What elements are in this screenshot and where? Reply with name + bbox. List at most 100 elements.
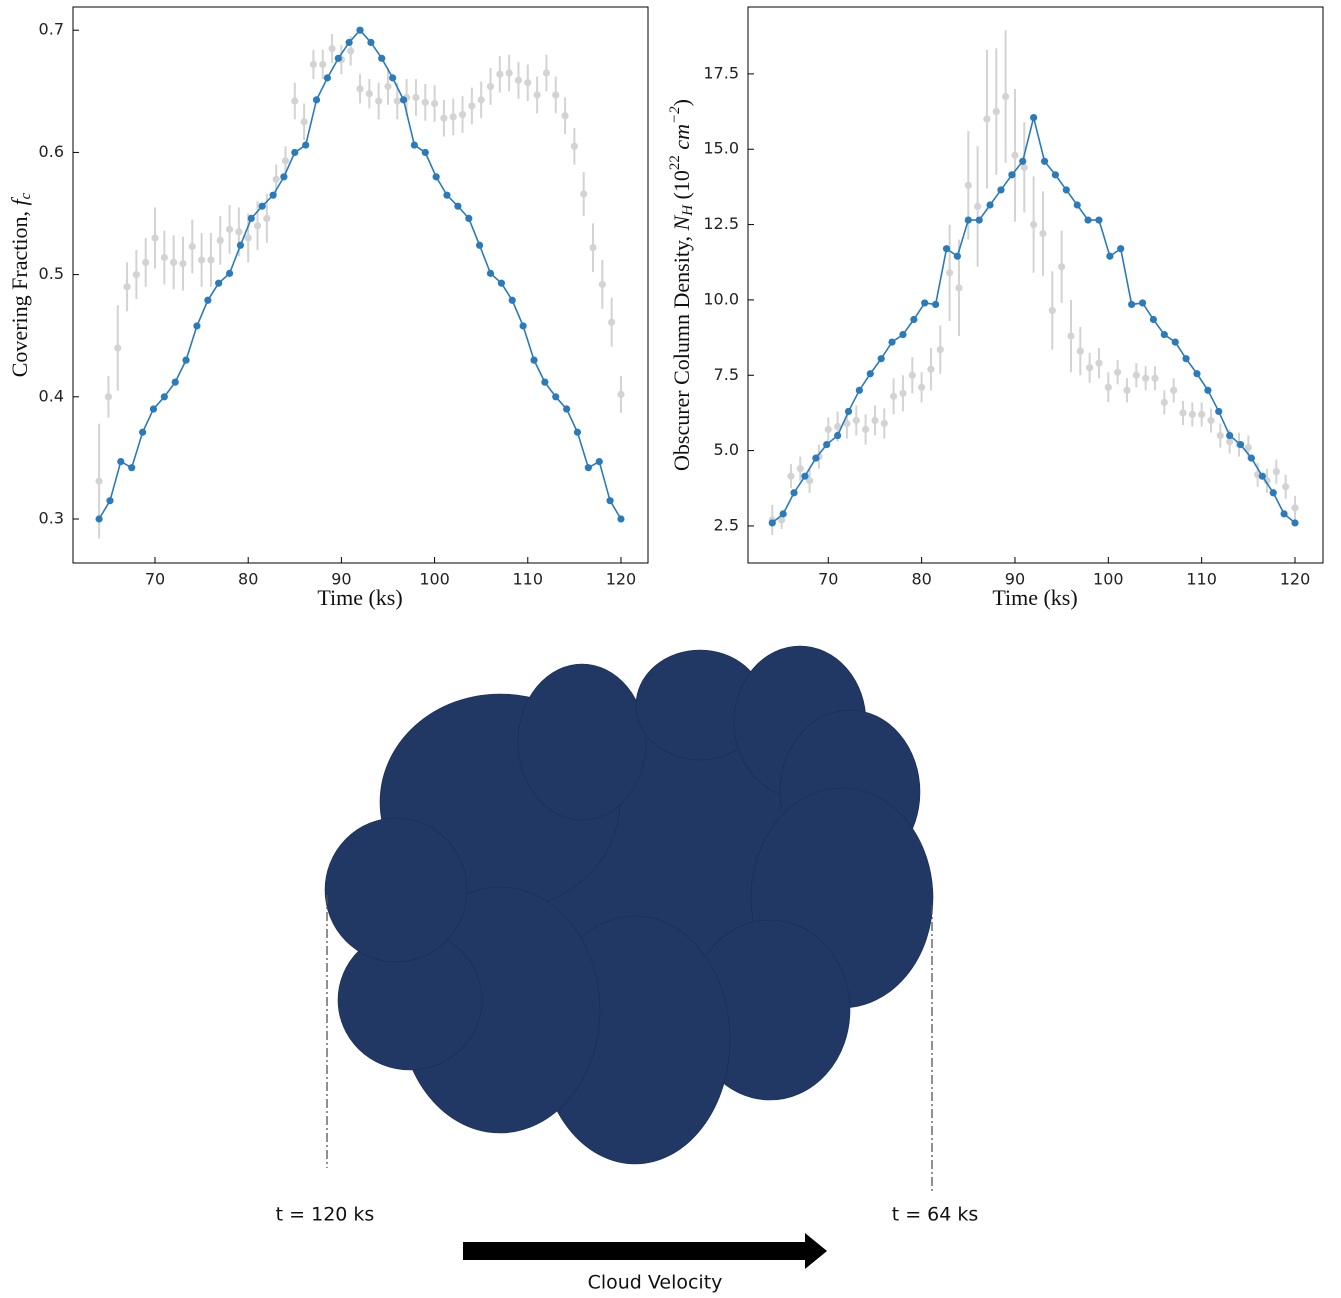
data-point — [468, 102, 476, 110]
model-point — [768, 519, 776, 527]
data-point — [580, 190, 588, 198]
data-point — [1142, 374, 1150, 382]
model-point — [106, 497, 114, 505]
data-point — [918, 383, 926, 391]
model-point — [1280, 510, 1288, 518]
data-point — [1198, 410, 1206, 419]
data-point — [207, 256, 215, 264]
data-point — [281, 157, 290, 165]
data-point — [936, 346, 944, 354]
data-point — [198, 256, 206, 264]
data-point — [505, 69, 513, 77]
data-point — [458, 110, 467, 119]
data-point — [983, 115, 991, 123]
x-axis-label: Time (ks) — [317, 585, 402, 610]
data-point — [834, 422, 842, 431]
y-label-superscript: −2 — [667, 106, 683, 124]
model-point — [182, 356, 190, 364]
model-point — [1062, 186, 1070, 194]
data-point — [104, 393, 113, 401]
y-tick-label: 2.5 — [714, 515, 739, 534]
model-point — [378, 54, 386, 62]
data-point — [927, 365, 935, 373]
data-point — [430, 99, 439, 108]
model-point — [204, 296, 212, 304]
plot-frame — [747, 6, 1324, 564]
data-point — [188, 242, 196, 251]
model-point — [573, 428, 582, 436]
data-point — [300, 118, 308, 126]
data-point — [824, 425, 832, 434]
model-point — [476, 241, 484, 249]
data-point — [890, 392, 898, 400]
data-point — [570, 142, 578, 150]
model-point — [899, 330, 907, 339]
model-point — [193, 322, 201, 330]
model-point — [432, 173, 440, 181]
model-point — [139, 428, 147, 436]
model-point — [389, 74, 397, 82]
data-point — [1291, 504, 1299, 512]
data-point — [1244, 443, 1252, 452]
y-label-text: Covering Fraction, — [7, 206, 32, 378]
data-point — [1114, 368, 1122, 376]
y-label-text: ) — [669, 99, 694, 106]
data-point — [235, 228, 243, 236]
arrow-label: Cloud Velocity — [588, 1272, 723, 1294]
model-point — [1138, 299, 1147, 307]
model-point — [1128, 300, 1136, 309]
model-point — [1160, 330, 1168, 339]
model-point — [323, 74, 332, 82]
x-tick-label: 120 — [606, 570, 637, 589]
data-point — [1216, 431, 1224, 440]
data-point — [151, 234, 159, 242]
data-point — [365, 90, 373, 98]
data-point — [862, 425, 870, 434]
data-point — [806, 477, 814, 485]
model-point — [1247, 454, 1256, 462]
model-point — [1204, 386, 1212, 394]
model-point — [160, 393, 168, 401]
model-point — [617, 515, 625, 523]
chart: 70 80 90 100 110 120 0.3 0.4 0.5 0.6 0.7 — [39, 6, 649, 589]
model-point — [530, 356, 538, 364]
x-tick-label: 70 — [145, 570, 165, 589]
data-point — [421, 98, 429, 106]
model-point — [997, 186, 1005, 194]
model-point — [117, 457, 125, 466]
data-point — [608, 318, 616, 326]
model-point — [519, 322, 527, 330]
data-point — [1086, 364, 1094, 372]
model-point — [149, 405, 158, 413]
y-label-subscript: H — [680, 204, 696, 217]
data-point — [1020, 163, 1028, 171]
model-point — [465, 214, 473, 223]
model-point — [541, 378, 549, 386]
data-point — [1030, 220, 1038, 229]
data-point — [1207, 416, 1215, 425]
model-point — [486, 269, 495, 277]
model-point — [1171, 338, 1179, 346]
data-point — [1160, 398, 1168, 406]
model-point — [1117, 245, 1125, 253]
plot-frame — [72, 6, 649, 564]
model-point — [1258, 472, 1266, 480]
data-point — [843, 419, 851, 428]
y-label-text: (10 — [669, 170, 694, 205]
data-point — [617, 390, 625, 398]
model-point — [410, 141, 418, 149]
data-point — [449, 113, 457, 121]
data-point — [1076, 347, 1084, 355]
data-point — [1048, 306, 1056, 315]
data-point — [524, 79, 532, 87]
y-label-subscript: c — [18, 192, 34, 199]
model-point — [1106, 252, 1114, 260]
model-point — [964, 216, 972, 224]
data-point — [95, 477, 103, 485]
model-point — [932, 300, 940, 309]
y-label-symbol: N — [669, 214, 694, 231]
model-point — [801, 472, 809, 480]
model-point — [975, 216, 983, 224]
model-point — [1040, 157, 1049, 165]
data-point — [964, 181, 972, 190]
